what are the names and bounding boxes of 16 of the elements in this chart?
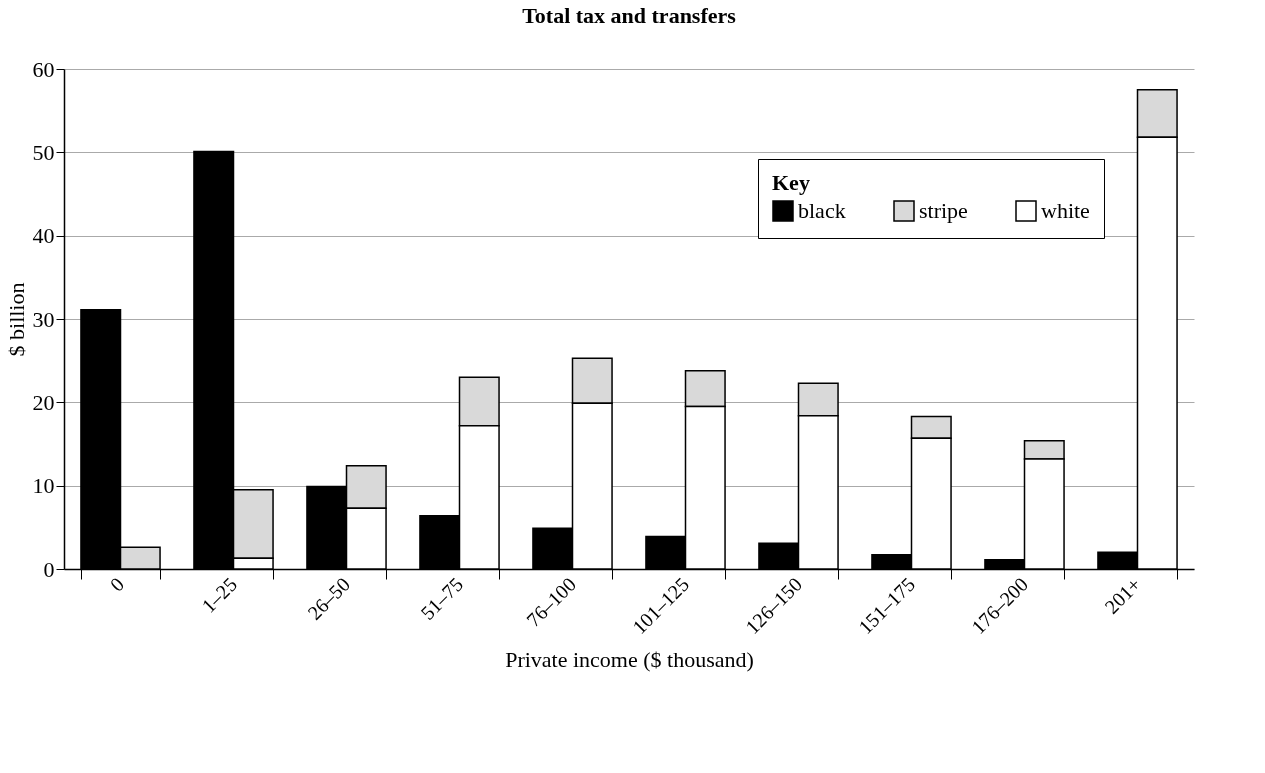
y-axis-title: $ billion [3,282,29,357]
x-tick-label: 201+ [1100,573,1146,618]
y-tick-label: 10 [32,473,55,499]
y-tick-label: 60 [32,56,55,82]
legend-label: stripe [919,198,968,223]
y-tick-label: 0 [43,556,55,582]
x-tick-label: 0 [105,573,129,596]
y-tick-label: 40 [32,223,55,249]
y-tick-label: 50 [32,139,55,165]
legend-label: black [798,198,846,223]
legend-label: white [1041,198,1090,223]
chart-title: Total tax and transfers [522,3,737,28]
x-axis-title: Private income ($ thousand) [505,647,754,673]
legend-title: Key [772,170,810,195]
y-tick-label: 20 [32,389,55,415]
y-tick-label: 30 [32,306,55,332]
